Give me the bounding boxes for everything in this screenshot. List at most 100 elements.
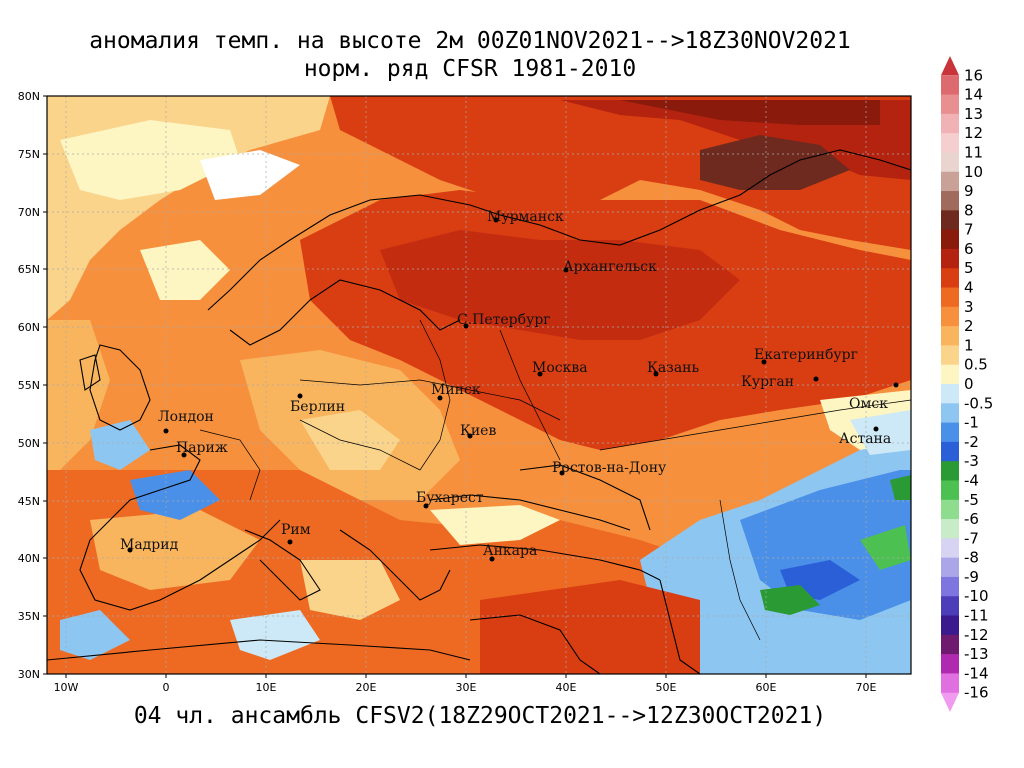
- city-spb: С.Петербург: [457, 312, 551, 329]
- colorbar-swatch: [941, 191, 959, 211]
- latitude-labels: 80N 75N 70N 65N 60N 55N 50N 45N 40N 35N …: [18, 90, 40, 681]
- colorbar-swatch: [941, 152, 959, 173]
- colorbar-swatch: [941, 538, 959, 559]
- colorbar-swatch: [941, 576, 959, 597]
- svg-text:Бухарест: Бухарест: [416, 490, 484, 506]
- colorbar-swatch: [941, 326, 959, 346]
- colorbar-swatch: [941, 654, 959, 674]
- city-rostov: Ростов-на-Дону: [552, 460, 667, 476]
- colorbar-label: -2: [964, 433, 979, 451]
- colorbar-swatch: [941, 673, 959, 694]
- lon-label: 10E: [256, 681, 277, 694]
- lat-label: 35N: [18, 610, 40, 623]
- map-title-line1: аномалия темп. на высоте 2м 00Z01NOV2021…: [89, 28, 851, 54]
- city-madrid: Мадрид: [120, 537, 179, 553]
- lat-label: 55N: [18, 379, 40, 392]
- colorbar-label: 5: [964, 259, 974, 277]
- city-london: Лондон: [158, 409, 214, 434]
- colorbar-label: -13: [964, 645, 989, 663]
- map-title-line2: норм. ряд CFSR 1981-2010: [303, 56, 637, 82]
- longitude-labels: 10W 0 10E 20E 30E 40E 50E 60E 70E: [54, 681, 877, 694]
- colorbar-label: 0: [964, 375, 974, 393]
- colorbar-swatch: [941, 634, 959, 655]
- colorbar-label: 4: [964, 279, 974, 297]
- svg-text:Мурманск: Мурманск: [487, 209, 564, 225]
- coastlines: [47, 149, 911, 674]
- country-borders: [199, 319, 911, 641]
- city-markers: Мурманск Архангельск С.Петербург Москва …: [120, 209, 899, 562]
- lat-label: 50N: [18, 437, 40, 450]
- city-kurgan: Курган: [741, 374, 819, 390]
- colorbar-swatch: [941, 210, 959, 231]
- axis-ticks: [43, 95, 867, 678]
- city-ankara: Анкара: [483, 543, 537, 562]
- colorbar-swatch: [941, 480, 959, 501]
- colorbar-swatch: [941, 248, 959, 269]
- colorbar-label: 8: [964, 201, 974, 219]
- city-minsk: Минск: [431, 382, 481, 401]
- colorbar-legend: 1614131211109876543210.50-0.5-1-2-3-4-5-…: [941, 56, 993, 712]
- colorbar-swatch: [941, 384, 959, 404]
- svg-text:Париж: Париж: [176, 440, 228, 456]
- colorbar-swatch: [941, 268, 959, 289]
- ensemble-footer: 04 чл. ансамбль CFSV2(18Z29OCT2021-->12Z…: [133, 703, 827, 729]
- city-astana: Астана: [839, 426, 891, 447]
- svg-text:Архангельск: Архангельск: [563, 259, 657, 275]
- graticule: [47, 96, 911, 674]
- colorbar-swatch: [941, 441, 959, 462]
- svg-text:Ростов-на-Дону: Ростов-на-Дону: [552, 460, 667, 476]
- colorbar-swatch: [941, 345, 959, 366]
- colorbar-swatch: [941, 171, 959, 192]
- colorbar-swatch: [941, 229, 959, 250]
- city-murmansk: Мурманск: [487, 209, 564, 225]
- svg-text:Курган: Курган: [741, 374, 794, 390]
- svg-text:С.Петербург: С.Петербург: [457, 312, 551, 328]
- colorbar-label: -5: [964, 491, 979, 509]
- lon-label: 30E: [456, 681, 477, 694]
- svg-text:Лондон: Лондон: [158, 409, 214, 425]
- colorbar-label: 6: [964, 240, 974, 258]
- colorbar-swatch: [941, 422, 959, 443]
- svg-text:Екатеринбург: Екатеринбург: [754, 347, 858, 363]
- svg-text:Мадрид: Мадрид: [120, 537, 179, 553]
- city-rome: Рим: [281, 522, 311, 545]
- lon-label: 10W: [54, 681, 79, 694]
- colorbar-label: -11: [964, 607, 989, 625]
- colorbar-label: 14: [964, 86, 983, 104]
- colorbar-swatch: [941, 364, 959, 385]
- colorbar-label: -1: [964, 414, 979, 432]
- colorbar-label: 13: [964, 105, 983, 123]
- city-ekaterinburg: Екатеринбург: [754, 347, 858, 365]
- colorbar-swatch: [941, 519, 959, 539]
- lat-label: 75N: [18, 148, 40, 161]
- colorbar-label: -9: [964, 568, 979, 586]
- svg-text:Киев: Киев: [460, 423, 496, 439]
- colorbar-label: 10: [964, 163, 983, 181]
- colorbar-label: -3: [964, 452, 979, 470]
- colorbar-label: 9: [964, 182, 974, 200]
- city-kazan: Казань: [647, 360, 699, 377]
- city-arkhangelsk: Архангельск: [563, 259, 657, 275]
- lon-label: 40E: [556, 681, 577, 694]
- colorbar-label: -6: [964, 510, 979, 528]
- lat-label: 60N: [18, 321, 40, 334]
- lon-label: 50E: [656, 681, 677, 694]
- city-kyiv: Киев: [460, 423, 496, 439]
- lon-label: 60E: [756, 681, 777, 694]
- colorbar-swatch: [941, 615, 959, 636]
- colorbar-label: -0.5: [964, 394, 993, 412]
- svg-text:Москва: Москва: [532, 360, 588, 376]
- colorbar-label: 2: [964, 317, 974, 335]
- colorbar-label: -16: [964, 684, 989, 702]
- svg-text:Омск: Омск: [849, 396, 888, 412]
- colorbar-label: -8: [964, 549, 979, 567]
- colorbar-label: 16: [964, 66, 983, 84]
- lon-label: 0: [163, 681, 170, 694]
- lon-label: 20E: [356, 681, 377, 694]
- colorbar-label: 12: [964, 124, 983, 142]
- colorbar-swatch: [941, 56, 959, 76]
- city-paris: Париж: [176, 440, 228, 458]
- colorbar-swatch: [941, 557, 959, 578]
- svg-text:Рим: Рим: [281, 522, 311, 538]
